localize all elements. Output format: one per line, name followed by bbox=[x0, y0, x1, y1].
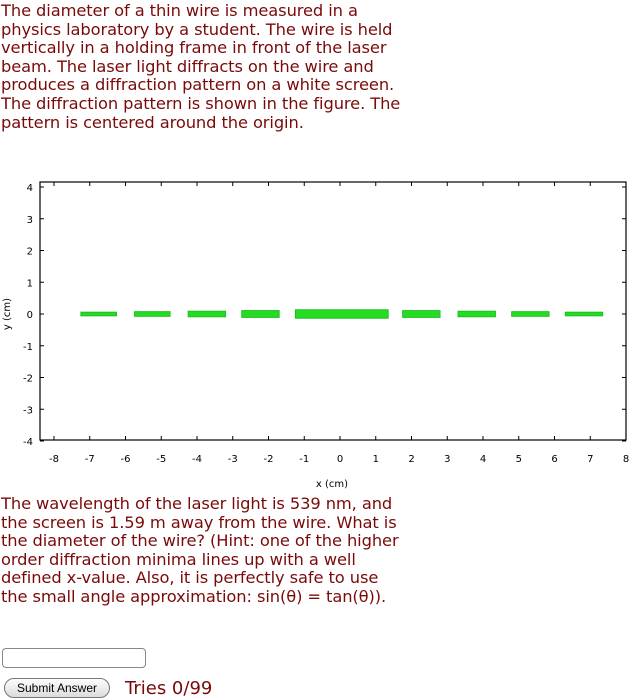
x-tick-label: -4 bbox=[192, 454, 202, 465]
diffraction-fringe bbox=[134, 311, 171, 317]
diffraction-fringe bbox=[80, 311, 117, 317]
plot-frame bbox=[39, 181, 627, 441]
x-tick-label: 3 bbox=[444, 454, 450, 465]
x-axis-label: x (cm) bbox=[316, 479, 348, 490]
y-tick-label: -3 bbox=[23, 405, 33, 416]
x-tick-label: -1 bbox=[299, 454, 309, 465]
x-tick-label: 6 bbox=[551, 454, 557, 465]
submit-answer-button[interactable]: Submit Answer bbox=[4, 678, 110, 698]
answer-input[interactable] bbox=[2, 648, 146, 668]
diffraction-fringe bbox=[241, 310, 280, 318]
diffraction-fringe bbox=[294, 309, 389, 319]
x-tick-label: 1 bbox=[373, 454, 379, 465]
x-tick-label: -6 bbox=[121, 454, 131, 465]
x-tick-label: -3 bbox=[228, 454, 238, 465]
diffraction-fringe bbox=[564, 311, 604, 317]
x-tick-label: -8 bbox=[49, 454, 59, 465]
question-intro-text: The diameter of a thin wire is measured … bbox=[1, 1, 401, 132]
x-tick-label: 4 bbox=[480, 454, 486, 465]
x-tick-label: 7 bbox=[587, 454, 593, 465]
x-tick-label: 2 bbox=[408, 454, 414, 465]
y-tick-label: 2 bbox=[27, 247, 33, 258]
diffraction-fringe bbox=[402, 310, 441, 318]
question-text: The wavelength of the laser light is 539… bbox=[1, 494, 399, 606]
x-tick-label: 0 bbox=[337, 454, 343, 465]
y-tick-label: 1 bbox=[27, 278, 33, 289]
diffraction-fringe bbox=[511, 311, 550, 317]
y-tick-label: -1 bbox=[23, 342, 33, 353]
x-tick-label: -5 bbox=[156, 454, 166, 465]
y-axis-label: y (cm) bbox=[2, 298, 13, 330]
diffraction-fringe bbox=[187, 310, 226, 318]
tries-counter: Tries 0/99 bbox=[125, 678, 213, 699]
x-tick-label: 5 bbox=[516, 454, 522, 465]
diffraction-fringe bbox=[457, 310, 496, 318]
x-tick-label: -2 bbox=[264, 454, 274, 465]
y-tick-label: 0 bbox=[27, 310, 33, 321]
x-tick-label: -7 bbox=[85, 454, 95, 465]
y-tick-label: -4 bbox=[23, 437, 33, 448]
x-tick-label: 8 bbox=[623, 454, 629, 465]
y-tick-label: 4 bbox=[27, 183, 33, 194]
y-tick-label: 3 bbox=[27, 215, 33, 226]
diffraction-pattern-chart: -8 -7 -6 -5 -4 -3 -2 -1 0 1 2 3 4 5 6 7 8 4 3 2 1 0 -1 -2 -3 -4 x… bbox=[2, 181, 629, 490]
y-tick-label: -2 bbox=[23, 374, 33, 385]
